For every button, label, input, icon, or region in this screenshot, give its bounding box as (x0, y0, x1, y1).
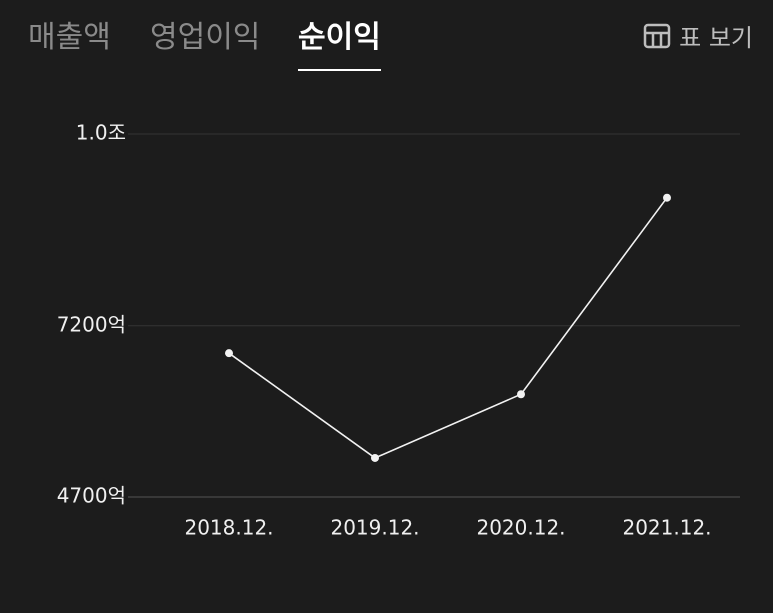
line (228, 197, 668, 459)
point (517, 390, 525, 399)
tab[interactable]: 매출액 (28, 20, 111, 55)
tab[interactable]: 순이익 (298, 20, 381, 55)
y-tick-label: 4700억 (57, 484, 126, 508)
point (663, 193, 671, 202)
x-tick-label: 2019.12. (330, 516, 419, 540)
y-tick-label: 1.0조 (76, 121, 126, 145)
x-tick-label: 2020.12. (476, 516, 565, 540)
table-view-button[interactable]: 표 보기 (643, 18, 753, 53)
table-icon (643, 23, 671, 48)
x-tick-label: 2018.12. (184, 516, 273, 540)
point (225, 349, 233, 358)
y-tick-label: 7200억 (57, 312, 126, 336)
tab-underline (298, 69, 381, 71)
x-tick-label: 2021.12. (622, 516, 711, 540)
tab[interactable]: 영업이익 (150, 20, 261, 55)
table-view-label: 표 보기 (679, 24, 753, 52)
point (371, 453, 379, 462)
